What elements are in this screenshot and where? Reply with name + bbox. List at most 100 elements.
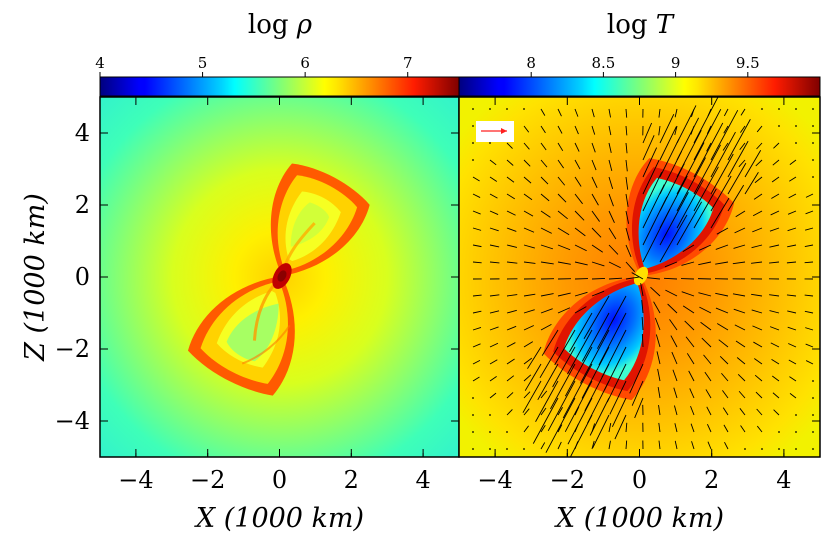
- velocity-arrow: [557, 424, 563, 433]
- velocity-arrow: [506, 210, 516, 216]
- y-tick-label: −4: [55, 407, 90, 435]
- velocity-dot: [812, 397, 814, 399]
- velocity-arrow: [574, 210, 585, 221]
- velocity-arrow: [523, 125, 530, 133]
- velocity-arrow: [523, 293, 536, 297]
- x-tick-label: 4: [415, 466, 430, 494]
- velocity-arrow: [489, 310, 500, 314]
- velocity-arrow: [733, 244, 746, 249]
- velocity-arrow: [739, 408, 746, 416]
- velocity-arrow: [756, 425, 763, 433]
- velocity-dot: [812, 380, 814, 382]
- velocity-arrow: [686, 353, 695, 365]
- velocity-arrow: [489, 159, 497, 166]
- velocity-arrow: [580, 329, 610, 384]
- velocity-arrow: [786, 294, 797, 297]
- velocity-arrow: [771, 358, 780, 365]
- velocity-arrow: [641, 316, 644, 331]
- y-axis-label-text: Z (1000 km): [20, 193, 51, 362]
- velocity-dot: [744, 448, 746, 450]
- colorbar-left-title-base: log: [248, 10, 297, 40]
- velocity-arrow: [625, 210, 630, 224]
- velocity-arrow: [592, 414, 610, 449]
- temperature-core: [633, 266, 649, 286]
- velocity-dot: [795, 142, 797, 144]
- velocity-arrow: [550, 363, 576, 410]
- velocity-arrow: [506, 325, 517, 331]
- velocity-arrow: [772, 392, 780, 399]
- velocity-arrow: [805, 227, 814, 231]
- x-tick-label: −2: [190, 466, 225, 494]
- x-tick-label: 0: [272, 466, 287, 494]
- velocity-arrow: [539, 346, 559, 379]
- temperature-lobe-lower: [543, 276, 656, 401]
- reference-arrow: [476, 121, 514, 142]
- velocity-arrow: [489, 244, 500, 248]
- velocity-arrow: [642, 159, 660, 195]
- velocity-arrow: [751, 293, 763, 297]
- velocity-arrow: [769, 326, 780, 331]
- velocity-arrow: [598, 312, 627, 366]
- velocity-arrow: [707, 441, 712, 450]
- velocity-arrow: [625, 440, 628, 450]
- velocity-dot: [778, 125, 780, 127]
- velocity-arrow: [672, 369, 678, 382]
- x-tick-label: −4: [477, 466, 512, 494]
- velocity-arrow: [557, 261, 571, 265]
- velocity-arrow: [647, 277, 661, 280]
- velocity-arrow: [472, 327, 482, 331]
- velocity-arrow: [540, 244, 554, 250]
- velocity-arrow: [739, 142, 746, 150]
- velocity-arrow: [506, 244, 518, 248]
- velocity-dot: [795, 414, 797, 416]
- velocity-arrow: [655, 334, 661, 348]
- velocity-arrow: [591, 193, 599, 206]
- velocity-arrow: [737, 373, 746, 382]
- left-panel-axes: −4 −2 0 2 4 −4 −2 0 2 4: [55, 97, 459, 494]
- velocity-arrow: [727, 140, 749, 178]
- velocity-dot: [795, 431, 797, 433]
- velocity-arrow: [472, 359, 481, 365]
- velocity-arrow: [489, 294, 500, 297]
- velocity-arrow: [591, 440, 595, 450]
- velocity-arrow: [564, 346, 593, 397]
- velocity-arrow: [557, 210, 568, 220]
- velocity-arrow: [773, 409, 780, 416]
- velocity-arrow: [676, 157, 706, 212]
- velocity-arrow: [523, 374, 532, 382]
- velocity-arrow: [557, 142, 564, 152]
- x-tick-label: 2: [704, 466, 719, 494]
- velocity-arrow: [752, 210, 763, 217]
- velocity-arrow: [721, 372, 729, 382]
- velocity-arrow: [705, 389, 712, 399]
- velocity-arrow: [591, 278, 606, 280]
- velocity-arrow: [710, 109, 739, 161]
- colorbar-tick-label: 9.5: [736, 54, 760, 72]
- velocity-arrow: [557, 176, 566, 186]
- velocity-arrow: [523, 325, 534, 331]
- velocity-arrow: [738, 159, 746, 168]
- velocity-arrow: [658, 108, 661, 118]
- velocity-arrow: [667, 303, 678, 314]
- velocity-dot: [489, 108, 491, 110]
- velocity-arrow: [523, 244, 535, 249]
- velocity-dot: [812, 414, 814, 416]
- velocity-arrow: [523, 210, 534, 217]
- velocity-arrow: [681, 261, 695, 266]
- velocity-arrow: [733, 308, 746, 314]
- velocity-arrow: [540, 261, 554, 265]
- velocity-arrow: [608, 210, 615, 223]
- velocity-arrow: [625, 142, 628, 154]
- velocity-dot: [523, 108, 525, 110]
- velocity-arrow: [787, 227, 797, 232]
- velocity-dot: [489, 448, 491, 450]
- velocity-arrow: [629, 363, 644, 394]
- velocity-arrow: [540, 108, 546, 116]
- velocity-arrow: [574, 227, 586, 237]
- velocity-arrow: [625, 276, 639, 280]
- velocity-arrow: [685, 336, 695, 348]
- velocity-arrow: [769, 310, 780, 314]
- velocity-dot: [812, 159, 814, 161]
- velocity-arrow: [506, 159, 514, 166]
